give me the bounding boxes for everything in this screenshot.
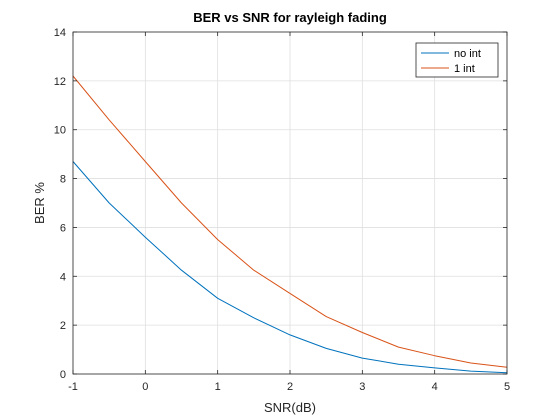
x-tick-label: 2	[287, 381, 293, 393]
y-axis-ticks: 0 2 4 6 8 10 12 14	[54, 27, 507, 381]
x-tick-label: -1	[68, 381, 78, 393]
y-tick-label: 0	[60, 369, 66, 381]
y-tick-label: 8	[60, 174, 66, 186]
y-tick-label: 2	[60, 320, 66, 332]
legend-box	[415, 42, 499, 78]
series-line-1	[72, 161, 508, 374]
chart-title: BER vs SNR for rayleigh fading	[193, 10, 387, 25]
y-tick-label: 6	[60, 222, 66, 234]
x-tick-label: 4	[432, 381, 438, 393]
x-axis-ticks: -1 0 1 2 3 4 5	[68, 32, 510, 393]
legend-label: 1 int	[454, 63, 475, 75]
y-tick-label: 4	[60, 271, 66, 283]
series-line-2	[72, 75, 508, 368]
x-tick-label: 0	[142, 381, 148, 393]
legend: no int 1 int	[415, 42, 499, 78]
legend-label: no int	[454, 48, 481, 60]
y-tick-label: 12	[54, 76, 66, 88]
x-tick-label: 5	[504, 381, 510, 393]
y-tick-label: 10	[54, 125, 66, 137]
x-axis-label: SNR(dB)	[264, 400, 316, 415]
series-group	[72, 75, 508, 374]
y-axis-label: BER %	[32, 182, 47, 224]
y-tick-label: 14	[54, 27, 66, 39]
x-tick-label: 1	[215, 381, 221, 393]
x-tick-label: 3	[359, 381, 365, 393]
